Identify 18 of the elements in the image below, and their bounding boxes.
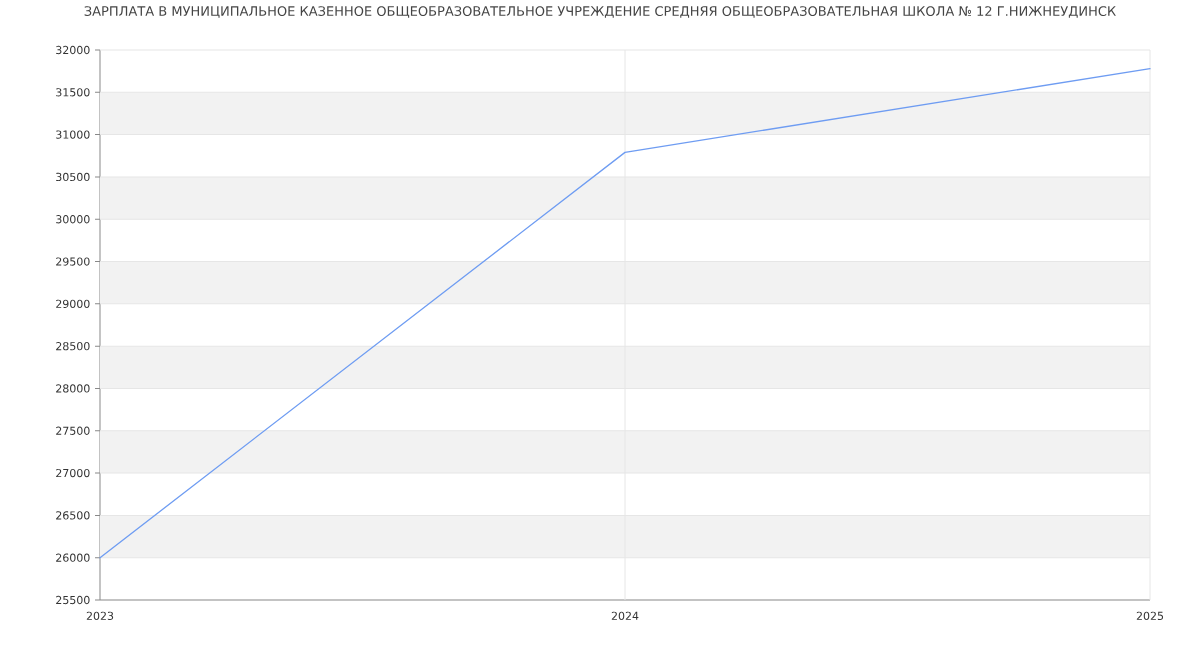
y-tick-label: 27500	[56, 426, 90, 435]
y-tick-label: 32000	[56, 45, 90, 55]
y-tick-label: 25500	[56, 595, 90, 605]
chart-title: ЗАРПЛАТА В МУНИЦИПАЛЬНОЕ КАЗЕННОЕ ОБЩЕОБРАЗОВАТЕЛЬНОЕ УЧРЕЖДЕНИЕ СРЕДНЯЯ ОБЩЕОБРАЗОВАТЕЛЬНАЯ ШКОЛА № 12 Г.НИЖНЕУДИНСК	[84, 6, 1116, 18]
y-tick-label: 31500	[56, 88, 90, 97]
x-tick-label: 2025	[1136, 611, 1164, 621]
y-tick-label: 27000	[56, 468, 90, 478]
x-tick-label: 2023	[86, 611, 114, 621]
y-tick-label: 28000	[56, 384, 90, 393]
y-tick-label: 30000	[56, 215, 90, 224]
y-tick-label: 29000	[56, 299, 90, 308]
y-tick-label: 30500	[56, 172, 90, 182]
y-tick-label: 28500	[56, 342, 90, 351]
y-tick-label: 29500	[56, 257, 90, 266]
y-tick-label: 31000	[56, 130, 90, 139]
y-tick-label: 26500	[56, 511, 90, 520]
x-tick-label: 2024	[611, 611, 639, 621]
y-tick-label: 26000	[56, 553, 90, 562]
